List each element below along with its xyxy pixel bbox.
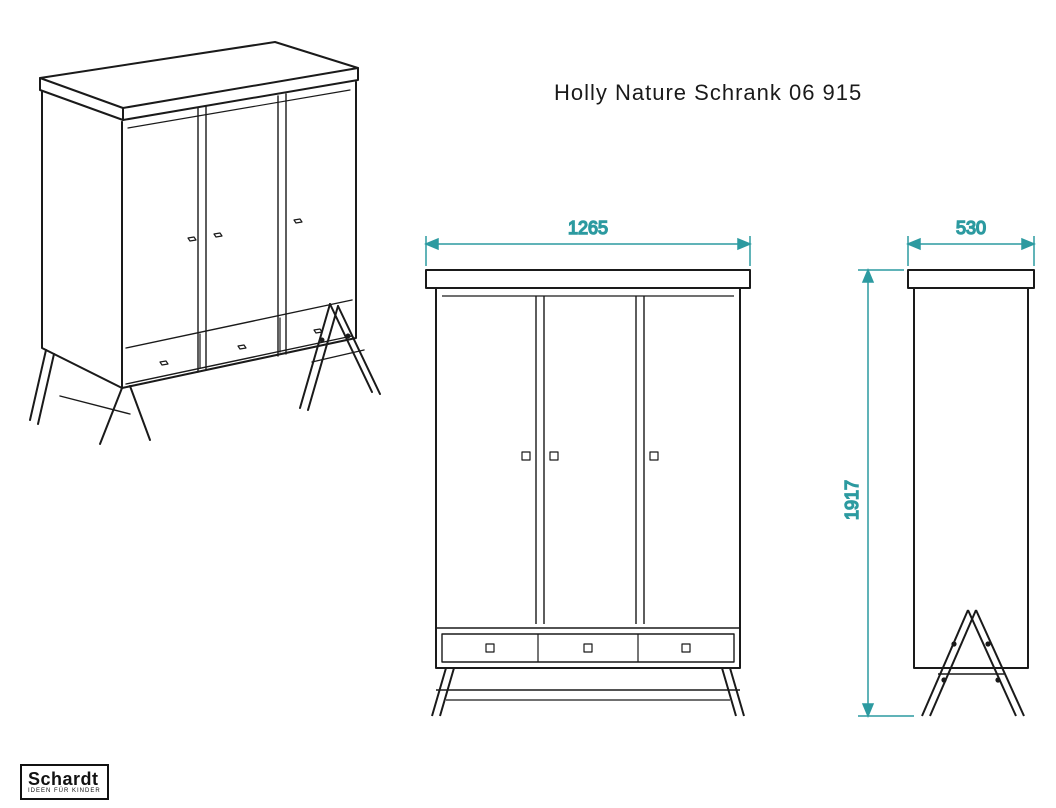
side-view [908, 270, 1034, 716]
dimension-height: 1917 [842, 270, 914, 716]
dimension-depth: 530 [908, 218, 1034, 266]
brand-logo-tagline: IDEEN FÜR KINDER [28, 788, 101, 794]
dimension-width-label: 1265 [568, 218, 608, 238]
dimension-width: 1265 [426, 218, 750, 266]
brand-logo: Schardt IDEEN FÜR KINDER [20, 764, 109, 800]
drawing-canvas: 1265 530 1917 [0, 0, 1056, 808]
dimension-height-label: 1917 [842, 480, 862, 520]
isometric-view [30, 42, 380, 444]
front-view [426, 270, 750, 716]
brand-logo-name: Schardt [28, 770, 101, 788]
dimension-depth-label: 530 [956, 218, 986, 238]
